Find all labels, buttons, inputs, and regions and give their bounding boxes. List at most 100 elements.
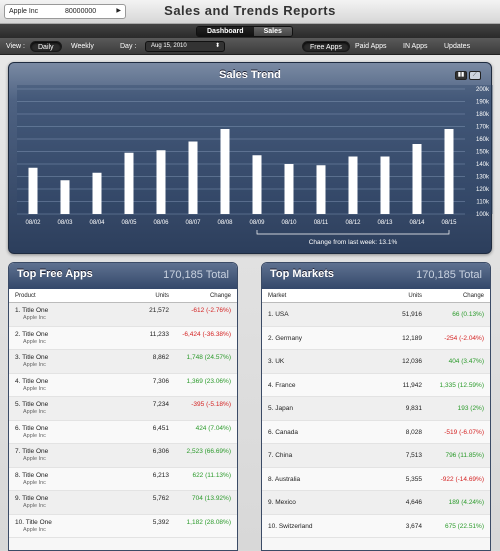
table-row[interactable]: 2. Title One Apple Inc 11,233 -6,424 (-36.3… [9,326,237,350]
account-name: Apple Inc [9,8,39,15]
y-tick-label: 200k [476,87,490,93]
x-tick-label: 08/02 [25,220,41,226]
account-select[interactable]: Apple Inc 80000000 ▶ [4,4,126,19]
tab-sales[interactable]: Sales [253,27,292,36]
row-change: 704 (13.92%) [191,495,231,502]
line-chart-icon[interactable]: ⟋ [469,71,481,80]
row-name: 6. Title One [15,424,49,432]
row-name: 8. Australia [268,475,301,483]
row-publisher: Apple Inc [23,338,46,345]
row-units: 8,862 [152,354,169,361]
row-units: 12,036 [402,358,422,365]
table-row[interactable]: 1. USA 51,916 66 (0.13%) [262,303,490,327]
row-units: 9,831 [405,405,422,412]
table-row[interactable]: 5. Title One Apple Inc 7,234 -395 (-5.18%) [9,397,237,421]
col-market: Market [268,293,287,299]
y-tick-label: 180k [476,112,490,118]
table-row[interactable]: 4. France 11,942 1,335 (12.59%) [262,373,490,397]
table-row[interactable]: 6. Canada 8,028 -519 (-6.07%) [262,420,490,444]
row-units: 7,513 [405,452,422,459]
view-daily-button[interactable]: Daily [30,41,62,52]
table-row[interactable]: 1. Title One Apple Inc 21,572 -612 (-2.76%) [9,303,237,327]
account-id: 80000000 [65,8,97,15]
row-name: 5. Japan [268,405,293,412]
free-apps-rows: 1. Title One Apple Inc 21,572 -612 (-2.76%)… [9,303,237,538]
column-header: Market Units Change [262,289,490,303]
y-tick-label: 170k [476,125,490,131]
row-name: 2. Title One [15,330,49,338]
filter-free-apps[interactable]: Free Apps [302,41,350,52]
x-tick-label: 08/07 [185,220,201,226]
table-row[interactable]: 9. Title One Apple Inc 5,762 704 (13.92%) [9,491,237,515]
row-name: 7. Title One [15,448,49,455]
row-units: 3,674 [405,522,422,530]
row-name: 6. Canada [268,428,298,436]
row-units: 11,233 [149,330,169,338]
bar [316,165,326,214]
row-publisher: Apple Inc [23,479,46,486]
y-tick-label: 190k [476,100,490,106]
panel-title: Top Markets [270,268,334,280]
row-change: 1,748 (24.57%) [186,354,231,361]
row-change: 1,182 (28.08%) [186,518,231,526]
table-row[interactable]: 6. Title One Apple Inc 6,451 424 (7.04%) [9,420,237,444]
row-units: 51,916 [402,311,422,318]
table-row[interactable]: 3. UK 12,036 404 (3.47%) [262,350,490,374]
table-row[interactable]: 8. Title One Apple Inc 6,213 622 (11.13%) [9,467,237,491]
filter-in-apps[interactable]: IN Apps [403,43,428,50]
table-row[interactable]: 5. Japan 9,831 193 (2%) [262,397,490,421]
table-row[interactable]: 4. Title One Apple Inc 7,306 1,369 (23.06%) [9,373,237,397]
table-row[interactable]: 10. Title One Apple Inc 5,392 1,182 (28.08%… [9,514,237,538]
table-row[interactable]: 7. China 7,513 796 (11.85%) [262,444,490,468]
panel-header: Top Free Apps 170,185 Total [9,263,237,289]
tab-dashboard[interactable]: Dashboard [197,27,254,36]
day-select[interactable]: Aug 15, 2010 ⬍ [145,41,225,52]
y-tick-label: 160k [476,137,490,143]
row-name: 4. France [268,381,296,389]
row-publisher: Apple Inc [23,503,46,509]
view-weekly-button[interactable]: Weekly [71,43,94,50]
row-change: -395 (-5.18%) [191,401,231,408]
row-publisher: Apple Inc [23,362,46,368]
week-bracket [256,230,450,235]
bar-chart-icon[interactable]: ▮▮ [455,71,467,80]
row-name: 2. Germany [268,334,302,342]
filter-updates[interactable]: Updates [444,43,471,50]
x-tick-label: 08/05 [121,220,137,226]
change-note: Change from last week: 13.1% [309,239,398,246]
row-change: 2,523 (66.69%) [186,448,231,455]
row-units: 12,189 [402,334,422,342]
bar [252,155,262,214]
table-row[interactable]: 8. Australia 5,355 -922 (-14.69%) [262,467,490,491]
chevron-right-icon: ▶ [116,8,121,14]
view-label: View : [6,43,25,50]
row-name: 7. China [268,452,293,459]
x-tick-label: 08/15 [441,220,457,226]
row-name: 5. Title One [15,401,49,408]
table-row[interactable]: 2. Germany 12,189 -254 (-2.04%) [262,326,490,350]
toolbar: View : Daily Weekly Day : Aug 15, 2010 ⬍… [0,38,500,55]
row-name: 3. Title One [15,354,49,361]
row-change: 675 (22.51%) [444,522,484,530]
table-row[interactable]: 10. Switzerland 3,674 675 (22.51%) [262,514,490,538]
x-tick-label: 08/12 [345,220,361,226]
row-change: 66 (0.13%) [452,311,484,318]
table-row[interactable]: 3. Title One Apple Inc 8,862 1,748 (24.57%) [9,350,237,374]
filter-paid-apps[interactable]: Paid Apps [355,43,387,50]
x-tick-label: 08/04 [89,220,105,226]
panel-title: Top Free Apps [17,268,93,280]
row-name: 10. Title One [15,518,52,526]
x-tick-label: 08/03 [57,220,73,226]
panel-total: 170,185 Total [163,269,229,281]
sales-trend-chart: 100k 110k 120k 130k 140k 150k 160k 170k 180k 190k… [17,85,493,246]
top-free-apps-panel: Top Free Apps 170,185 Total Product Unit… [8,262,238,551]
table-row[interactable]: 9. Mexico 4,646 189 (4.24%) [262,491,490,515]
row-units: 6,451 [152,424,169,432]
row-units: 7,306 [152,377,169,385]
row-change: -6,424 (-36.38%) [182,330,231,338]
table-row[interactable]: 7. Title One Apple Inc 6,306 2,523 (66.69%) [9,444,237,468]
panel-total: 170,185 Total [416,269,482,281]
col-change: Change [209,293,231,299]
main-tabs: Dashboard Sales [196,26,293,37]
x-tick-label: 08/14 [409,220,425,226]
